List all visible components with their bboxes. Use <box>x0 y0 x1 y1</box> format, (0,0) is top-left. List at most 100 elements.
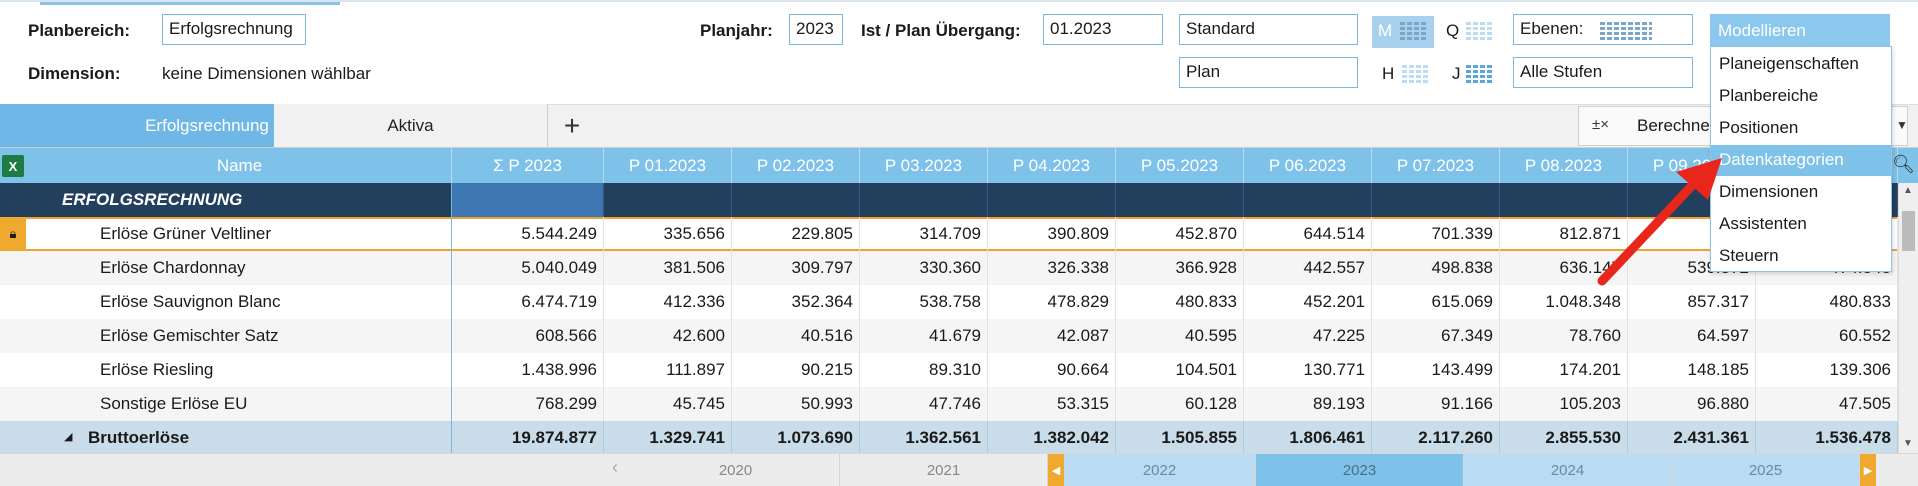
value-cell[interactable]: 335.656 <box>604 217 732 251</box>
value-cell[interactable]: 41.679 <box>860 319 988 353</box>
value-cell[interactable]: 1.073.690 <box>732 421 860 455</box>
tab-aktiva[interactable]: Aktiva <box>274 104 548 147</box>
value-cell[interactable]: 42.600 <box>604 319 732 353</box>
total-row[interactable]: Bruttoerlöse 19.874.877 1.329.741 1.073.690… <box>0 421 1900 455</box>
value-cell[interactable]: 139.306 <box>1756 353 1898 387</box>
value-cell[interactable]: 498.838 <box>1372 251 1500 285</box>
menu-item[interactable]: Datenkategorien <box>1711 145 1891 176</box>
sum-cell[interactable]: 5.544.249 <box>452 217 604 251</box>
column-header[interactable]: Σ P 2023 <box>452 148 604 183</box>
menu-item[interactable]: Positionen <box>1719 118 1799 137</box>
value-cell[interactable]: 90.664 <box>988 353 1116 387</box>
sum-cell[interactable] <box>452 183 604 217</box>
value-cell[interactable]: 480.833 <box>1116 285 1244 319</box>
range-handle-left[interactable]: ◀ <box>1048 454 1064 486</box>
value-cell[interactable]: 105.203 <box>1500 387 1628 421</box>
table-row[interactable]: Erlöse Riesling 1.438.996 111.897 90.215 89.… <box>0 353 1900 387</box>
table-row[interactable]: Sonstige Erlöse EU 768.299 45.745 50.993 47.… <box>0 387 1900 421</box>
column-header-name[interactable]: Name <box>28 148 452 183</box>
value-cell[interactable]: 143.499 <box>1372 353 1500 387</box>
mode-h-label[interactable]: H <box>1382 64 1395 83</box>
value-cell[interactable] <box>1756 217 1898 251</box>
value-cell[interactable]: 91.166 <box>1372 387 1500 421</box>
value-cell[interactable]: 148.185 <box>1628 353 1756 387</box>
lock-icon[interactable]: 🔒︎ <box>0 217 26 251</box>
value-cell[interactable]: 452.870 <box>1116 217 1244 251</box>
value-cell[interactable]: 90.215 <box>732 353 860 387</box>
value-cell[interactable]: 111.897 <box>604 353 732 387</box>
excel-icon[interactable]: X <box>2 155 24 177</box>
value-cell[interactable]: 538.758 <box>860 285 988 319</box>
value-cell[interactable] <box>1500 183 1628 217</box>
value-cell[interactable] <box>604 183 732 217</box>
column-header[interactable]: P 08.2023 <box>1500 148 1628 183</box>
sum-cell[interactable]: 19.874.877 <box>452 421 604 455</box>
table-row[interactable]: Erlöse Sauvignon Blanc 6.474.719 412.336 35… <box>0 285 1900 319</box>
mode-j-label[interactable]: J <box>1452 64 1461 83</box>
value-cell[interactable] <box>1756 183 1898 217</box>
value-cell[interactable]: 644.514 <box>1244 217 1372 251</box>
stufen-select[interactable]: Alle Stufen <box>1513 57 1693 88</box>
menu-item[interactable]: Steuern <box>1719 246 1779 265</box>
chevron-down-icon[interactable]: ▼ <box>1896 118 1908 132</box>
menu-item[interactable]: Assistenten <box>1719 214 1807 233</box>
value-cell[interactable]: 1.536.478 <box>1756 421 1898 455</box>
menu-item[interactable]: Dimensionen <box>1719 182 1819 201</box>
search-icon[interactable]: 🔍︎ <box>1892 154 1915 174</box>
value-cell[interactable]: 67.349 <box>1372 319 1500 353</box>
value-cell[interactable]: 326.338 <box>988 251 1116 285</box>
value-cell[interactable]: 229.805 <box>732 217 860 251</box>
uebergang-field[interactable]: 01.2023 <box>1043 14 1163 45</box>
year-item[interactable]: 2020 <box>632 454 840 486</box>
chevron-left-icon[interactable]: ‹ <box>612 457 618 477</box>
scroll-down-icon[interactable]: ▼ <box>1903 438 1913 449</box>
value-cell[interactable]: 47.505 <box>1756 387 1898 421</box>
value-cell[interactable] <box>732 183 860 217</box>
value-cell[interactable] <box>860 183 988 217</box>
value-cell[interactable]: 174.201 <box>1500 353 1628 387</box>
value-cell[interactable]: 78.760 <box>1500 319 1628 353</box>
sum-cell[interactable]: 608.566 <box>452 319 604 353</box>
value-cell[interactable]: 45.745 <box>604 387 732 421</box>
value-cell[interactable]: 412.336 <box>604 285 732 319</box>
value-cell[interactable]: 47.225 <box>1244 319 1372 353</box>
variant-select[interactable]: Standard <box>1179 14 1358 45</box>
value-cell[interactable]: 1.329.741 <box>604 421 732 455</box>
planbereich-field[interactable]: Erfolgsrechnung <box>162 14 306 45</box>
value-cell[interactable]: 53.315 <box>988 387 1116 421</box>
value-cell[interactable]: 2.117.260 <box>1372 421 1500 455</box>
value-cell[interactable]: 2.431.361 <box>1628 421 1756 455</box>
value-cell[interactable]: 857.317 <box>1628 285 1756 319</box>
value-cell[interactable] <box>988 183 1116 217</box>
value-cell[interactable]: 1.362.561 <box>860 421 988 455</box>
value-cell[interactable]: 104.501 <box>1116 353 1244 387</box>
sum-cell[interactable]: 1.438.996 <box>452 353 604 387</box>
value-cell[interactable]: 1.048.348 <box>1500 285 1628 319</box>
value-cell[interactable]: 314.709 <box>860 217 988 251</box>
column-header[interactable]: P 03.2023 <box>860 148 988 183</box>
year-item[interactable]: 2022 <box>1064 454 1256 486</box>
value-cell[interactable]: 309.797 <box>732 251 860 285</box>
value-cell[interactable]: 381.506 <box>604 251 732 285</box>
menu-item[interactable]: Planbereiche <box>1719 86 1819 105</box>
value-cell[interactable]: 42.087 <box>988 319 1116 353</box>
scroll-up-icon[interactable]: ▲ <box>1903 185 1913 196</box>
value-cell[interactable]: 89.310 <box>860 353 988 387</box>
planjahr-field[interactable]: 2023 <box>789 14 843 45</box>
sum-cell[interactable]: 768.299 <box>452 387 604 421</box>
value-cell[interactable]: 478.829 <box>988 285 1116 319</box>
column-header[interactable]: P 07.2023 <box>1372 148 1500 183</box>
value-cell[interactable]: 330.360 <box>860 251 988 285</box>
value-cell[interactable]: 130.771 <box>1244 353 1372 387</box>
value-cell[interactable]: 636.147 <box>1500 251 1628 285</box>
column-header[interactable]: P 04.2023 <box>988 148 1116 183</box>
value-cell[interactable]: 452.201 <box>1244 285 1372 319</box>
value-cell[interactable]: 50.993 <box>732 387 860 421</box>
value-cell[interactable]: 480.833 <box>1756 285 1898 319</box>
column-header[interactable]: P 06.2023 <box>1244 148 1372 183</box>
value-cell[interactable]: 40.516 <box>732 319 860 353</box>
value-cell[interactable]: 60.128 <box>1116 387 1244 421</box>
year-item[interactable]: 2023 <box>1256 454 1464 486</box>
section-row[interactable]: ERFOLGSRECHNUNG <box>0 183 1900 217</box>
mode-q-label[interactable]: Q <box>1446 21 1460 40</box>
